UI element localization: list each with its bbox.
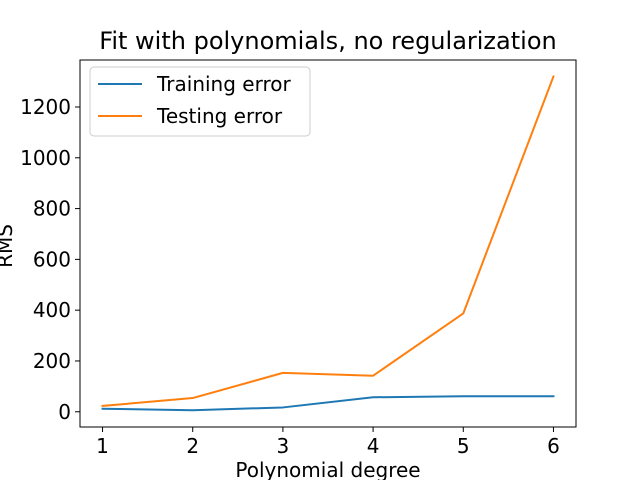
y-axis-label: RMS (0, 224, 17, 268)
x-tick-label: 2 (186, 434, 199, 458)
axes: 1 2 3 4 5 6 0 200 400 600 800 1000 1200 (20, 59, 577, 458)
y-tick-label: 600 (33, 247, 71, 271)
y-tick-label: 1000 (20, 146, 71, 170)
x-axis-label: Polynomial degree (235, 458, 420, 480)
x-tick-label: 6 (547, 434, 560, 458)
axes-frame (79, 59, 577, 428)
x-tick-label: 4 (367, 434, 380, 458)
x-tick-label: 1 (96, 434, 109, 458)
y-tick-label: 1200 (20, 95, 71, 119)
series-line-2 (101, 75, 555, 408)
y-tick-label: 0 (58, 400, 71, 424)
y-tick-label: 200 (33, 349, 71, 373)
legend-label-1: Training error (156, 72, 291, 96)
legend-box (89, 66, 311, 137)
y-tick-label: 800 (33, 197, 71, 221)
chart-title: Fit with polynomials, no regularization (99, 27, 556, 55)
x-tick-label: 5 (457, 434, 470, 458)
x-tick-label: 3 (277, 434, 290, 458)
y-tick-label: 400 (33, 298, 71, 322)
series-line-1 (101, 395, 555, 412)
plot-area (101, 75, 555, 412)
legend-label-2: Testing error (156, 104, 283, 128)
legend: Training error Testing error (89, 66, 311, 137)
